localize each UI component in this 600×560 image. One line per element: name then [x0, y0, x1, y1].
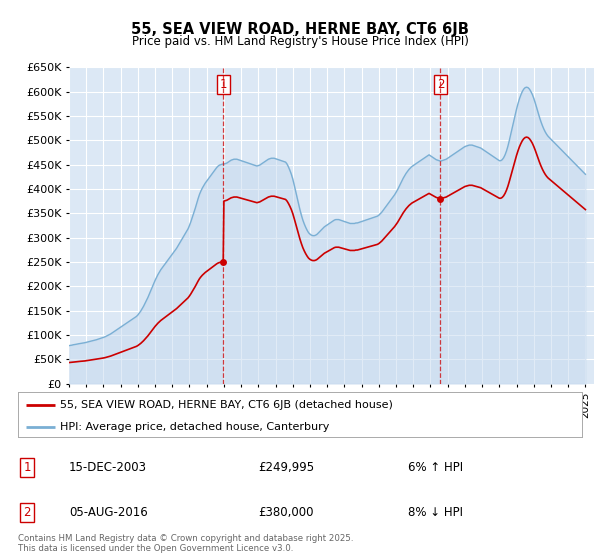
- Text: 2: 2: [437, 78, 444, 91]
- Text: 2: 2: [23, 506, 31, 519]
- Text: HPI: Average price, detached house, Canterbury: HPI: Average price, detached house, Cant…: [60, 422, 329, 432]
- Text: 1: 1: [220, 78, 227, 91]
- Text: Contains HM Land Registry data © Crown copyright and database right 2025.
This d: Contains HM Land Registry data © Crown c…: [18, 534, 353, 553]
- Text: 8% ↓ HPI: 8% ↓ HPI: [408, 506, 463, 519]
- Text: Price paid vs. HM Land Registry's House Price Index (HPI): Price paid vs. HM Land Registry's House …: [131, 35, 469, 48]
- Text: 15-DEC-2003: 15-DEC-2003: [69, 461, 147, 474]
- Text: 6% ↑ HPI: 6% ↑ HPI: [408, 461, 463, 474]
- Text: 05-AUG-2016: 05-AUG-2016: [69, 506, 148, 519]
- Text: 1: 1: [23, 461, 31, 474]
- Text: 55, SEA VIEW ROAD, HERNE BAY, CT6 6JB (detached house): 55, SEA VIEW ROAD, HERNE BAY, CT6 6JB (d…: [60, 399, 393, 409]
- Text: 55, SEA VIEW ROAD, HERNE BAY, CT6 6JB: 55, SEA VIEW ROAD, HERNE BAY, CT6 6JB: [131, 22, 469, 38]
- Text: £380,000: £380,000: [258, 506, 314, 519]
- Text: £249,995: £249,995: [258, 461, 314, 474]
